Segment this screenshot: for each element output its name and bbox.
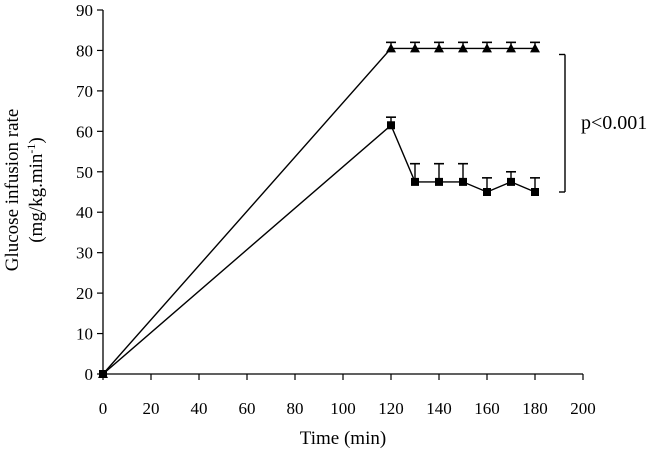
- y-axis-label-unit-base: (mg/kg.min: [26, 153, 47, 243]
- x-tick-label: 40: [191, 399, 208, 418]
- x-tick-label: 180: [522, 399, 548, 418]
- data-point-square: [507, 177, 515, 186]
- data-point-triangle: [434, 43, 444, 53]
- data-point-square: [99, 370, 107, 378]
- x-tick-label: 20: [143, 399, 160, 418]
- y-tick-label: 40: [76, 203, 93, 222]
- y-tick-label: 30: [76, 244, 93, 263]
- x-tick-label: 60: [239, 399, 256, 418]
- y-tick-label: 20: [76, 284, 93, 303]
- data-point-square: [483, 188, 491, 196]
- y-tick-label: 80: [76, 41, 93, 60]
- y-tick-label: 90: [76, 1, 93, 20]
- data-point-triangle: [482, 43, 492, 53]
- y-tick-label: 60: [76, 122, 93, 141]
- p-value-annotation: p<0.001: [581, 112, 647, 134]
- axes: 0 10 20 30 40 50 60 70 80 90 0 20 40 60 80 100 120 140 160…: [76, 1, 596, 418]
- data-point-square: [531, 188, 539, 196]
- series-square: [99, 116, 540, 378]
- x-tick-label: 120: [378, 399, 404, 418]
- data-point-square: [459, 177, 467, 186]
- data-point-square: [411, 177, 419, 186]
- x-axis-label: Time (min): [300, 428, 386, 449]
- data-point-square: [387, 121, 395, 130]
- data-point-triangle: [458, 43, 468, 53]
- y-axis-label-line2: (mg/kg.min-1): [24, 137, 47, 243]
- x-tick-label: 160: [474, 399, 500, 418]
- y-tick-label: 70: [76, 82, 93, 101]
- series-line: [102, 124, 536, 375]
- x-tick-label: 100: [330, 399, 356, 418]
- x-tick-label: 140: [426, 399, 452, 418]
- y-axis-label-unit-exponent: -1: [24, 144, 38, 154]
- data-point-triangle: [506, 43, 516, 53]
- data-point-triangle: [386, 43, 396, 53]
- series-line: [102, 47, 535, 375]
- data-point-triangle: [410, 43, 420, 53]
- y-tick-label: 50: [76, 163, 93, 182]
- x-tick-label: 0: [99, 399, 108, 418]
- data-point-triangle: [530, 43, 540, 53]
- x-tick-label: 200: [570, 399, 596, 418]
- y-axis-label-line1: Glucose infusion rate: [2, 109, 23, 272]
- x-tick-label: 80: [287, 399, 304, 418]
- series-layer: [98, 41, 540, 378]
- annotation-layer: [559, 53, 566, 193]
- y-tick-label: 0: [85, 365, 94, 384]
- series-triangle: [98, 41, 540, 378]
- y-axis-label-unit-close: ): [26, 137, 47, 143]
- data-point-square: [435, 177, 443, 186]
- y-tick-label: 10: [76, 325, 93, 344]
